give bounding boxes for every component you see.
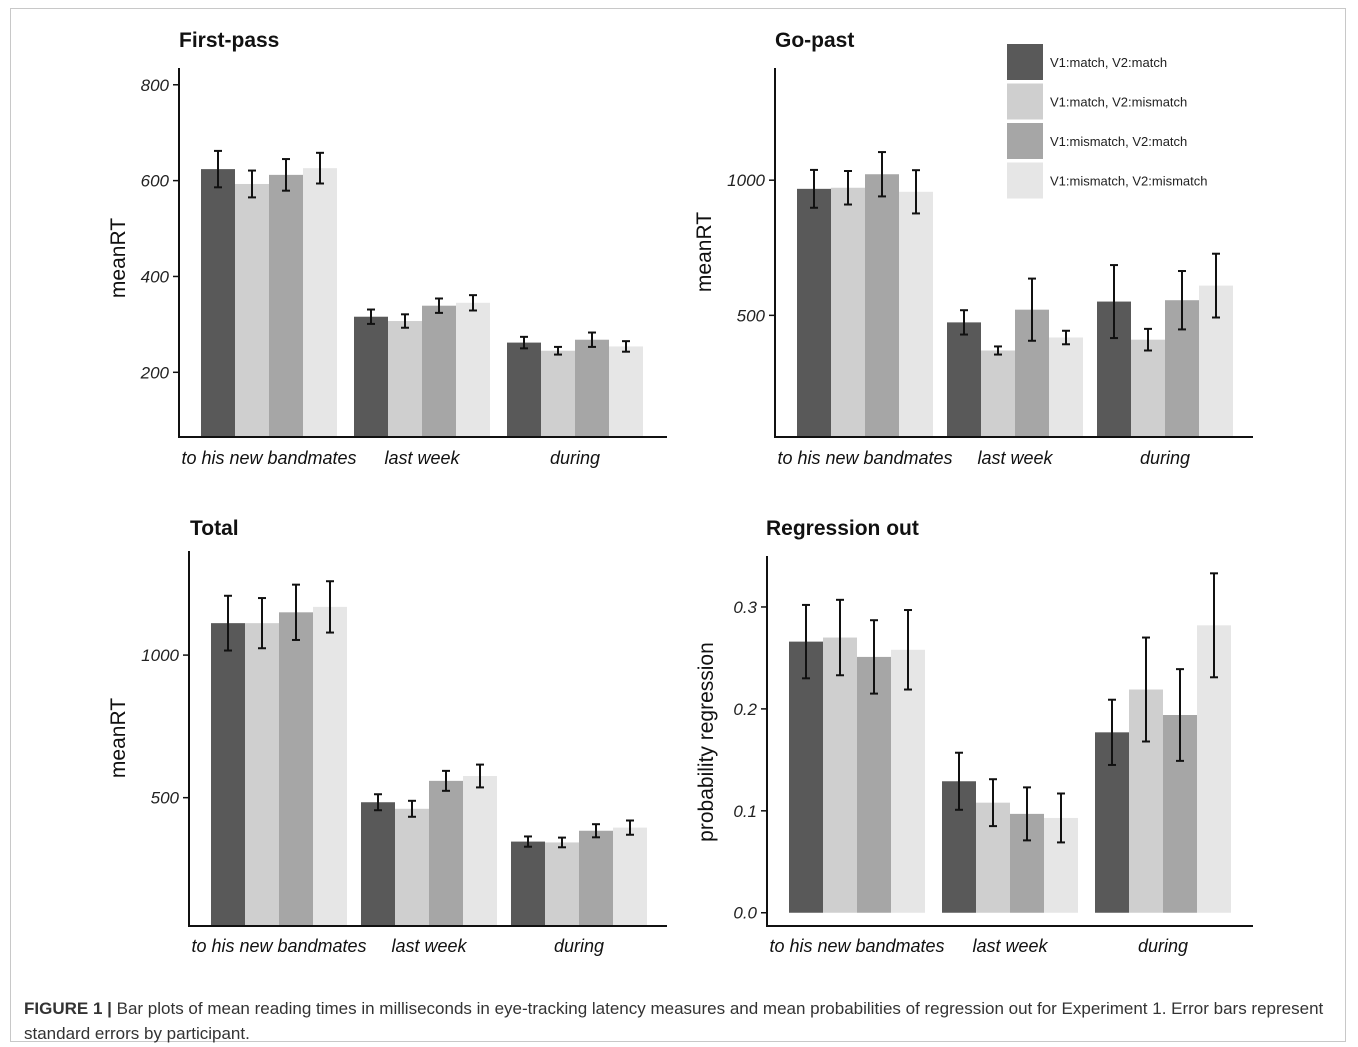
y-axis-label: meanRT bbox=[693, 212, 716, 292]
bar bbox=[429, 780, 463, 926]
bar bbox=[507, 342, 541, 437]
figure-caption: FIGURE 1 | Bar plots of mean reading tim… bbox=[24, 996, 1334, 1046]
y-tick-label: 200 bbox=[140, 363, 170, 382]
bar bbox=[899, 191, 933, 437]
x-tick-label: last week bbox=[384, 448, 460, 468]
legend-swatch bbox=[1007, 162, 1043, 199]
chart-panel: First-pass meanRT 200 400 600 800 to his new b… bbox=[107, 29, 667, 468]
chart-panel: Total meanRT 500 1000 to his new bandmates la… bbox=[107, 517, 667, 956]
x-tick-label: during bbox=[554, 936, 604, 956]
bar bbox=[361, 802, 395, 926]
caption-text: Bar plots of mean reading times in milli… bbox=[24, 999, 1324, 1043]
legend: V1:match, V2:match V1:match, V2:mismatch V… bbox=[1007, 44, 1208, 199]
bar bbox=[579, 830, 613, 926]
x-tick-label: to his new bandmates bbox=[181, 448, 356, 468]
x-tick-label: last week bbox=[972, 936, 1048, 956]
y-axis-label: probability regression bbox=[695, 642, 718, 842]
caption-label: FIGURE 1 | bbox=[24, 999, 112, 1018]
y-axis-label: meanRT bbox=[107, 698, 130, 778]
legend-label: V1:mismatch, V2:mismatch bbox=[1050, 174, 1208, 189]
bar bbox=[235, 183, 269, 437]
y-tick-label: 500 bbox=[737, 306, 766, 325]
bar bbox=[279, 612, 313, 926]
bar bbox=[541, 350, 575, 437]
bar bbox=[395, 808, 429, 926]
bar bbox=[545, 842, 579, 926]
bar bbox=[865, 174, 899, 437]
bar bbox=[269, 174, 303, 438]
y-tick-label: 0.2 bbox=[733, 700, 757, 719]
bar bbox=[575, 339, 609, 437]
figure-frame bbox=[10, 8, 1346, 1042]
y-tick-label: 400 bbox=[141, 267, 170, 286]
legend-swatch bbox=[1007, 44, 1043, 80]
x-tick-label: to his new bandmates bbox=[191, 936, 366, 956]
chart-title: First-pass bbox=[179, 29, 279, 52]
bar bbox=[609, 346, 643, 437]
y-tick-label: 500 bbox=[151, 789, 180, 808]
bar bbox=[303, 168, 337, 437]
bar bbox=[313, 606, 347, 926]
bar bbox=[422, 305, 456, 437]
y-tick-label: 0.1 bbox=[733, 802, 757, 821]
bar bbox=[201, 169, 235, 437]
chart-title: Regression out bbox=[766, 517, 919, 540]
y-tick-label: 600 bbox=[141, 172, 170, 191]
bar bbox=[823, 637, 857, 913]
legend-label: V1:match, V2:match bbox=[1050, 55, 1167, 70]
chart-panel: Regression out probability regression 0.0 0… bbox=[695, 517, 1253, 956]
bar bbox=[388, 321, 422, 437]
bar bbox=[1049, 337, 1083, 437]
bar bbox=[981, 350, 1015, 437]
legend-swatch bbox=[1007, 123, 1043, 159]
y-axis-label: meanRT bbox=[107, 218, 130, 298]
bar bbox=[1131, 339, 1165, 437]
bar bbox=[857, 656, 891, 913]
y-tick-label: 0.0 bbox=[733, 904, 757, 923]
x-tick-label: last week bbox=[977, 448, 1053, 468]
x-tick-label: last week bbox=[391, 936, 467, 956]
x-tick-label: during bbox=[1138, 936, 1188, 956]
bar bbox=[831, 187, 865, 437]
bar bbox=[211, 623, 245, 926]
bar bbox=[245, 623, 279, 926]
x-tick-label: during bbox=[1140, 448, 1190, 468]
bar bbox=[463, 776, 497, 926]
bar bbox=[354, 316, 388, 437]
chart-title: Go-past bbox=[775, 29, 854, 52]
legend-label: V1:match, V2:mismatch bbox=[1050, 95, 1187, 110]
bar bbox=[511, 841, 545, 926]
bar bbox=[613, 827, 647, 926]
x-tick-label: to his new bandmates bbox=[769, 936, 944, 956]
bar bbox=[456, 302, 490, 437]
y-tick-label: 0.3 bbox=[733, 598, 757, 617]
x-tick-label: during bbox=[550, 448, 600, 468]
bar bbox=[947, 322, 981, 437]
x-tick-label: to his new bandmates bbox=[777, 448, 952, 468]
bar bbox=[789, 641, 823, 913]
chart-panel: Go-past meanRT 500 1000 to his new bandmates… bbox=[693, 29, 1253, 468]
figure-canvas: First-pass meanRT 200 400 600 800 to his new b… bbox=[107, 29, 1253, 956]
chart-title: Total bbox=[190, 517, 239, 540]
legend-label: V1:mismatch, V2:match bbox=[1050, 134, 1187, 149]
bar bbox=[797, 188, 831, 437]
legend-swatch bbox=[1007, 83, 1043, 120]
y-tick-label: 1000 bbox=[141, 646, 179, 665]
y-tick-label: 1000 bbox=[727, 171, 765, 190]
y-tick-label: 800 bbox=[141, 76, 170, 95]
bar bbox=[891, 649, 925, 913]
